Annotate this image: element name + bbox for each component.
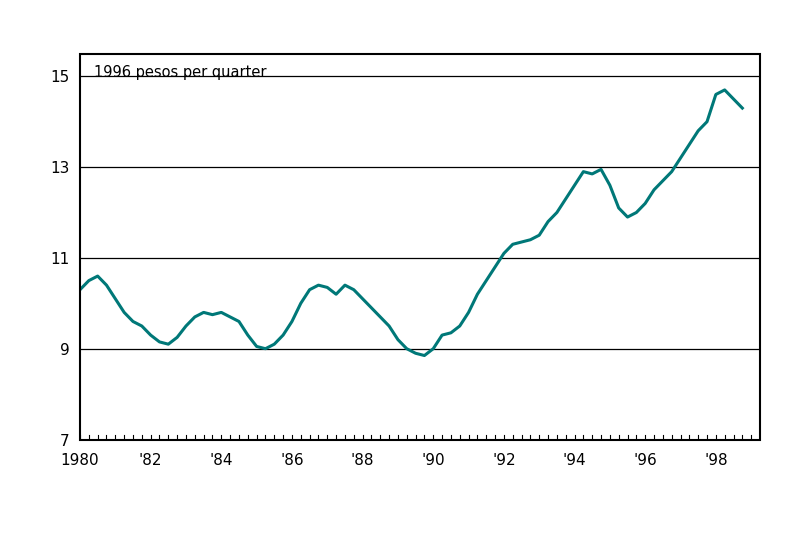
Text: 1996 pesos per quarter: 1996 pesos per quarter (94, 65, 266, 80)
